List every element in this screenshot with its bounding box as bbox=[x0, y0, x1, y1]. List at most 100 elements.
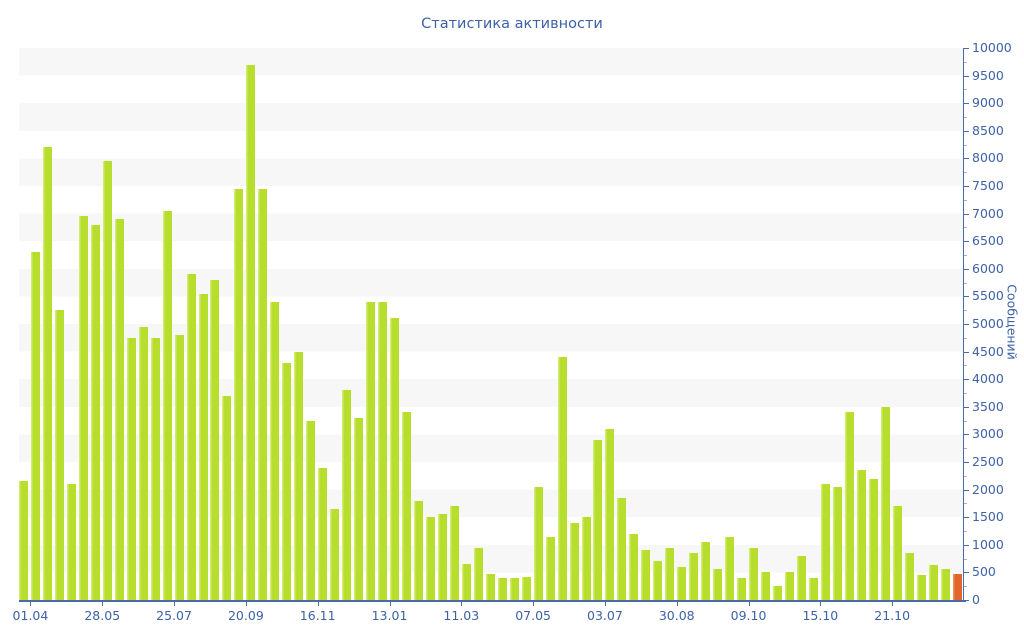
y-minor-tick bbox=[964, 586, 967, 588]
x-tick bbox=[317, 602, 319, 606]
bar bbox=[892, 506, 902, 600]
bar bbox=[713, 569, 723, 600]
bar bbox=[677, 567, 687, 600]
bar bbox=[844, 412, 854, 600]
bar bbox=[617, 498, 627, 600]
bar bbox=[581, 517, 591, 600]
y-major-tick bbox=[964, 296, 969, 298]
bar bbox=[198, 294, 208, 600]
bar bbox=[820, 484, 830, 600]
bar bbox=[928, 565, 938, 600]
bar bbox=[210, 280, 220, 600]
x-tick bbox=[533, 602, 535, 606]
y-major-tick bbox=[964, 75, 969, 77]
bar bbox=[413, 501, 423, 600]
bar bbox=[701, 542, 711, 600]
x-tick-label: 16.11 bbox=[299, 608, 336, 623]
y-minor-tick bbox=[964, 199, 967, 201]
y-minor-tick bbox=[964, 393, 967, 394]
y-minor-tick bbox=[964, 475, 967, 477]
bar bbox=[689, 553, 699, 600]
bar bbox=[449, 506, 459, 600]
bar bbox=[569, 523, 579, 600]
bar bbox=[102, 161, 112, 600]
bar bbox=[54, 310, 64, 600]
bar bbox=[521, 577, 531, 600]
x-tick-label: 03.07 bbox=[587, 608, 623, 623]
y-minor-tick bbox=[964, 61, 967, 63]
x-tick-label: 28.05 bbox=[84, 608, 121, 623]
bar bbox=[30, 252, 40, 600]
y-major-tick bbox=[964, 544, 969, 546]
bar bbox=[641, 550, 651, 600]
y-major-tick bbox=[964, 379, 969, 381]
x-tick bbox=[892, 602, 894, 606]
bar bbox=[773, 586, 782, 600]
bar bbox=[725, 537, 735, 600]
bar bbox=[437, 514, 447, 600]
y-major-tick bbox=[964, 324, 969, 325]
bar bbox=[629, 534, 639, 600]
x-tick bbox=[748, 602, 750, 606]
bar bbox=[940, 569, 950, 600]
x-axis bbox=[18, 600, 966, 602]
x-tick-label: 20.09 bbox=[227, 608, 264, 623]
bar bbox=[318, 468, 328, 600]
y-major-tick bbox=[964, 600, 969, 601]
y-minor-tick bbox=[964, 227, 967, 229]
y-minor-tick bbox=[964, 365, 967, 367]
bar bbox=[593, 440, 603, 600]
bar bbox=[234, 189, 244, 600]
y-major-tick bbox=[964, 572, 969, 574]
y-minor-tick bbox=[964, 172, 967, 174]
y-tick-label: 2500 bbox=[972, 454, 1004, 469]
y-tick-label: 1000 bbox=[972, 536, 1004, 552]
y-minor-tick bbox=[964, 282, 967, 284]
bar bbox=[66, 484, 76, 600]
bar bbox=[761, 572, 771, 600]
y-minor-tick bbox=[964, 531, 967, 532]
y-tick-label: 7000 bbox=[972, 205, 1004, 221]
bar bbox=[796, 556, 806, 600]
y-tick-label: 6000 bbox=[972, 260, 1004, 276]
y-minor-tick bbox=[964, 448, 967, 450]
x-tick bbox=[102, 602, 104, 606]
y-minor-tick bbox=[964, 255, 967, 256]
bar bbox=[354, 418, 364, 600]
x-tick bbox=[30, 602, 32, 606]
y-minor-tick bbox=[964, 337, 967, 339]
bar bbox=[42, 147, 52, 600]
bar bbox=[904, 553, 914, 600]
x-tick-label: 09.10 bbox=[730, 608, 767, 623]
bar bbox=[832, 487, 842, 600]
y-tick-label: 500 bbox=[972, 564, 996, 580]
x-tick-label: 01.04 bbox=[12, 608, 49, 623]
bar bbox=[916, 575, 926, 600]
bar bbox=[880, 407, 890, 600]
bar bbox=[605, 429, 615, 600]
bar bbox=[330, 509, 340, 600]
x-tick-label: 15.10 bbox=[802, 608, 839, 623]
bar bbox=[270, 302, 280, 600]
bar bbox=[509, 578, 519, 600]
y-minor-tick bbox=[964, 503, 967, 505]
y-tick-label: 7500 bbox=[972, 178, 1004, 193]
bar bbox=[306, 421, 316, 600]
bar bbox=[665, 548, 675, 600]
x-tick bbox=[245, 602, 247, 606]
y-tick-label: 8000 bbox=[972, 150, 1004, 166]
y-tick-label: 8500 bbox=[972, 122, 1004, 138]
bar bbox=[186, 274, 196, 600]
x-tick bbox=[604, 602, 606, 606]
y-tick-label: 10000 bbox=[972, 40, 1012, 55]
bar bbox=[19, 481, 28, 600]
bar bbox=[150, 338, 160, 600]
y-major-tick bbox=[964, 103, 969, 105]
bar bbox=[653, 561, 663, 600]
bar bbox=[461, 564, 471, 600]
bar bbox=[90, 225, 100, 600]
bar bbox=[868, 479, 878, 600]
y-major-tick bbox=[964, 462, 969, 463]
y-major-tick bbox=[964, 241, 969, 243]
bar bbox=[258, 189, 268, 600]
